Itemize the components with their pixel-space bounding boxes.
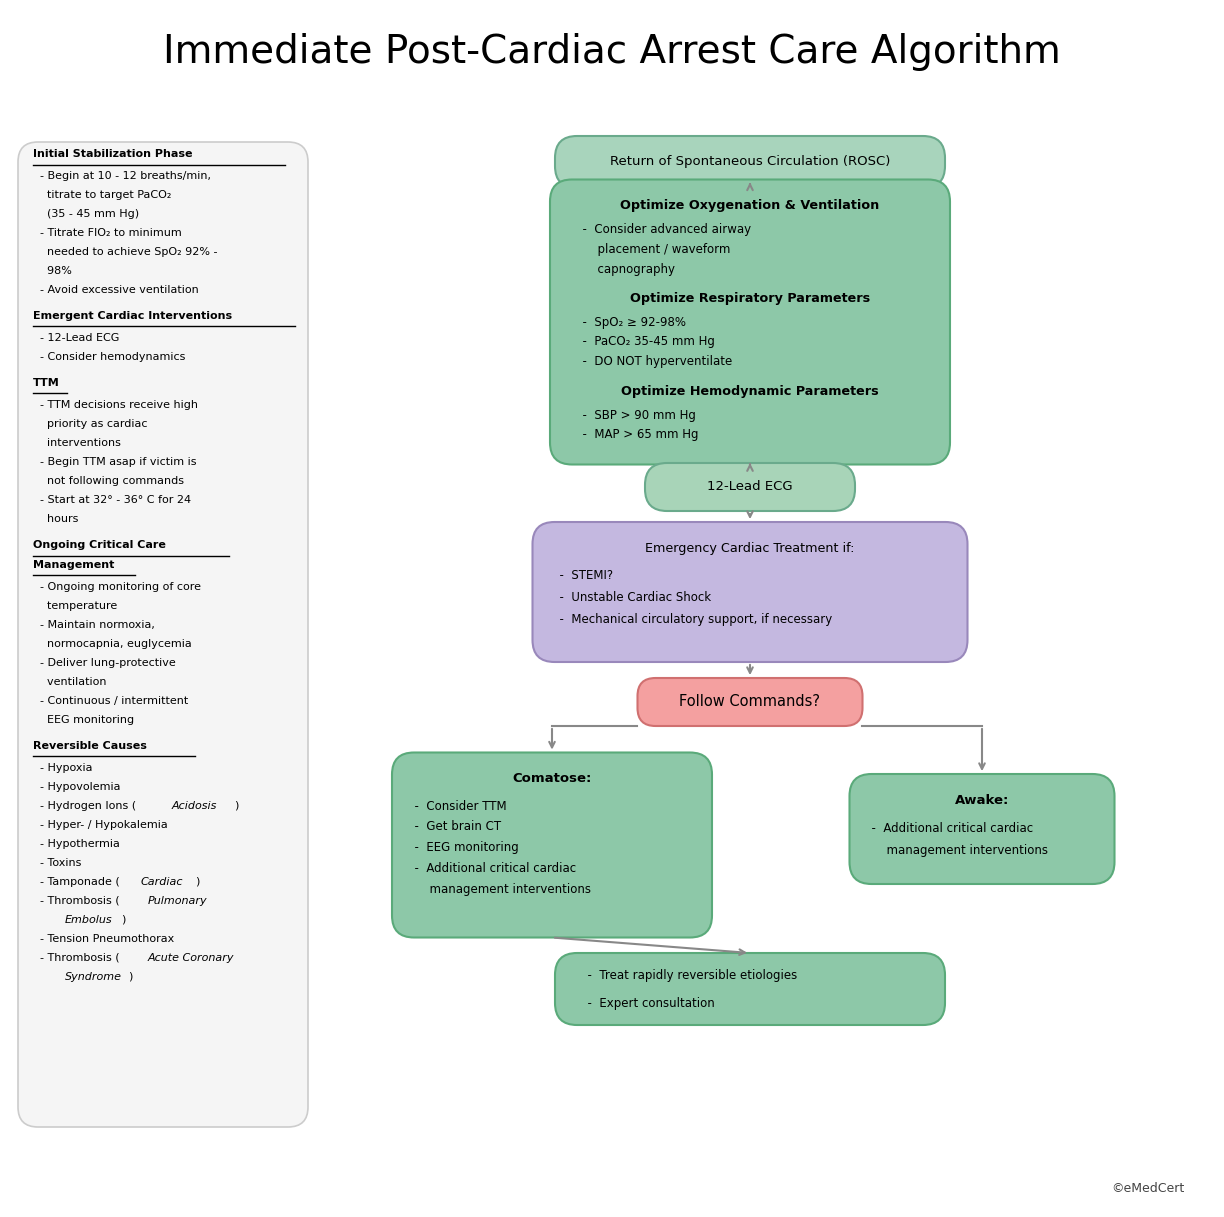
Text: ventilation: ventilation <box>33 677 106 686</box>
Text: priority as cardiac: priority as cardiac <box>33 419 148 430</box>
Text: -  STEMI?: - STEMI? <box>552 570 613 582</box>
Text: -  Treat rapidly reversible etiologies: - Treat rapidly reversible etiologies <box>580 969 797 982</box>
Text: - Maintain normoxia,: - Maintain normoxia, <box>33 619 155 629</box>
Text: -  DO NOT hyperventilate: - DO NOT hyperventilate <box>575 355 732 368</box>
Text: management interventions: management interventions <box>864 845 1049 857</box>
Text: capnography: capnography <box>575 263 674 275</box>
Text: - Hypothermia: - Hypothermia <box>33 839 120 848</box>
Text: -  Mechanical circulatory support, if necessary: - Mechanical circulatory support, if nec… <box>552 613 832 626</box>
Text: Immediate Post-Cardiac Arrest Care Algorithm: Immediate Post-Cardiac Arrest Care Algor… <box>163 33 1061 71</box>
Text: (35 - 45 mm Hg): (35 - 45 mm Hg) <box>33 209 140 219</box>
Text: - Tension Pneumothorax: - Tension Pneumothorax <box>33 933 174 943</box>
Text: - Hypoxia: - Hypoxia <box>33 763 93 773</box>
Text: 12-Lead ECG: 12-Lead ECG <box>707 481 793 494</box>
Text: Awake:: Awake: <box>955 793 1009 807</box>
FancyBboxPatch shape <box>554 136 945 187</box>
Text: Acidosis: Acidosis <box>171 801 217 811</box>
Text: - Thrombosis (: - Thrombosis ( <box>33 896 120 905</box>
Text: normocapnia, euglycemia: normocapnia, euglycemia <box>33 639 192 649</box>
Text: - Hyper- / Hypokalemia: - Hyper- / Hypokalemia <box>33 819 168 830</box>
Text: Pulmonary: Pulmonary <box>148 896 208 905</box>
Text: - Hypovolemia: - Hypovolemia <box>33 781 120 791</box>
Text: -  Consider TTM: - Consider TTM <box>408 800 507 813</box>
Text: - Ongoing monitoring of core: - Ongoing monitoring of core <box>33 582 201 591</box>
Text: Comatose:: Comatose: <box>513 773 591 785</box>
Text: ): ) <box>121 914 126 925</box>
FancyBboxPatch shape <box>554 953 945 1025</box>
Text: -  Additional critical cardiac: - Additional critical cardiac <box>864 821 1033 835</box>
Text: ): ) <box>234 801 239 811</box>
Text: - Continuous / intermittent: - Continuous / intermittent <box>33 695 188 706</box>
Text: - Toxins: - Toxins <box>33 858 81 868</box>
Text: Initial Stabilization Phase: Initial Stabilization Phase <box>33 148 192 159</box>
Text: -  Unstable Cardiac Shock: - Unstable Cardiac Shock <box>552 591 711 604</box>
Text: Reversible Causes: Reversible Causes <box>33 740 147 751</box>
Text: Embolus: Embolus <box>65 914 113 925</box>
FancyBboxPatch shape <box>645 462 856 511</box>
Text: EEG monitoring: EEG monitoring <box>33 714 135 724</box>
Text: interventions: interventions <box>33 438 121 448</box>
Text: Follow Commands?: Follow Commands? <box>679 695 820 710</box>
Text: Syndrome: Syndrome <box>65 971 122 981</box>
Text: titrate to target PaCO₂: titrate to target PaCO₂ <box>33 190 171 200</box>
Text: management interventions: management interventions <box>408 884 591 897</box>
FancyBboxPatch shape <box>532 522 967 662</box>
Text: needed to achieve SpO₂ 92% -: needed to achieve SpO₂ 92% - <box>33 247 218 257</box>
Text: ): ) <box>129 971 133 981</box>
Text: hours: hours <box>33 514 78 525</box>
Text: ): ) <box>195 876 200 886</box>
Text: Optimize Oxygenation & Ventilation: Optimize Oxygenation & Ventilation <box>621 200 880 213</box>
Text: Emergent Cardiac Interventions: Emergent Cardiac Interventions <box>33 312 233 321</box>
FancyBboxPatch shape <box>392 752 712 937</box>
Text: - TTM decisions receive high: - TTM decisions receive high <box>33 400 198 410</box>
Text: -  MAP > 65 mm Hg: - MAP > 65 mm Hg <box>575 428 699 441</box>
Text: - Begin at 10 - 12 breaths/min,: - Begin at 10 - 12 breaths/min, <box>33 172 211 181</box>
Text: - Consider hemodynamics: - Consider hemodynamics <box>33 352 185 361</box>
Text: Optimize Respiratory Parameters: Optimize Respiratory Parameters <box>630 292 870 305</box>
Text: -  SBP > 90 mm Hg: - SBP > 90 mm Hg <box>575 409 696 421</box>
Text: - 12-Lead ECG: - 12-Lead ECG <box>33 333 120 343</box>
Text: temperature: temperature <box>33 600 118 611</box>
Text: Optimize Hemodynamic Parameters: Optimize Hemodynamic Parameters <box>622 385 879 398</box>
Text: -  SpO₂ ≥ 92-98%: - SpO₂ ≥ 92-98% <box>575 316 685 329</box>
FancyBboxPatch shape <box>18 142 308 1127</box>
Text: ©eMedCert: ©eMedCert <box>1111 1182 1185 1195</box>
Text: - Avoid excessive ventilation: - Avoid excessive ventilation <box>33 285 198 295</box>
Text: - Deliver lung-protective: - Deliver lung-protective <box>33 657 176 667</box>
Text: placement / waveform: placement / waveform <box>575 243 731 256</box>
FancyBboxPatch shape <box>550 179 950 465</box>
Text: -  Get brain CT: - Get brain CT <box>408 820 501 834</box>
Text: -  Expert consultation: - Expert consultation <box>580 997 715 1010</box>
Text: TTM: TTM <box>33 378 60 388</box>
Text: -  Consider advanced airway: - Consider advanced airway <box>575 224 752 236</box>
Text: - Tamponade (: - Tamponade ( <box>33 876 120 886</box>
FancyBboxPatch shape <box>638 678 863 727</box>
Text: -  Additional critical cardiac: - Additional critical cardiac <box>408 863 577 875</box>
Text: Management: Management <box>33 560 114 570</box>
Text: Ongoing Critical Care: Ongoing Critical Care <box>33 540 166 550</box>
Text: 98%: 98% <box>33 267 72 276</box>
Text: -  PaCO₂ 35-45 mm Hg: - PaCO₂ 35-45 mm Hg <box>575 336 715 348</box>
Text: - Thrombosis (: - Thrombosis ( <box>33 953 120 963</box>
Text: Acute Coronary: Acute Coronary <box>148 953 235 963</box>
FancyBboxPatch shape <box>849 774 1115 884</box>
Text: - Hydrogen Ions (: - Hydrogen Ions ( <box>33 801 136 811</box>
Text: not following commands: not following commands <box>33 476 184 486</box>
Text: - Titrate FIO₂ to minimum: - Titrate FIO₂ to minimum <box>33 228 181 239</box>
Text: Return of Spontaneous Circulation (ROSC): Return of Spontaneous Circulation (ROSC) <box>610 156 890 168</box>
Text: -  EEG monitoring: - EEG monitoring <box>408 841 519 854</box>
Text: - Start at 32° - 36° C for 24: - Start at 32° - 36° C for 24 <box>33 495 191 505</box>
Text: - Begin TTM asap if victim is: - Begin TTM asap if victim is <box>33 458 197 467</box>
Text: Emergency Cardiac Treatment if:: Emergency Cardiac Treatment if: <box>645 542 854 555</box>
Text: Cardiac: Cardiac <box>141 876 184 886</box>
